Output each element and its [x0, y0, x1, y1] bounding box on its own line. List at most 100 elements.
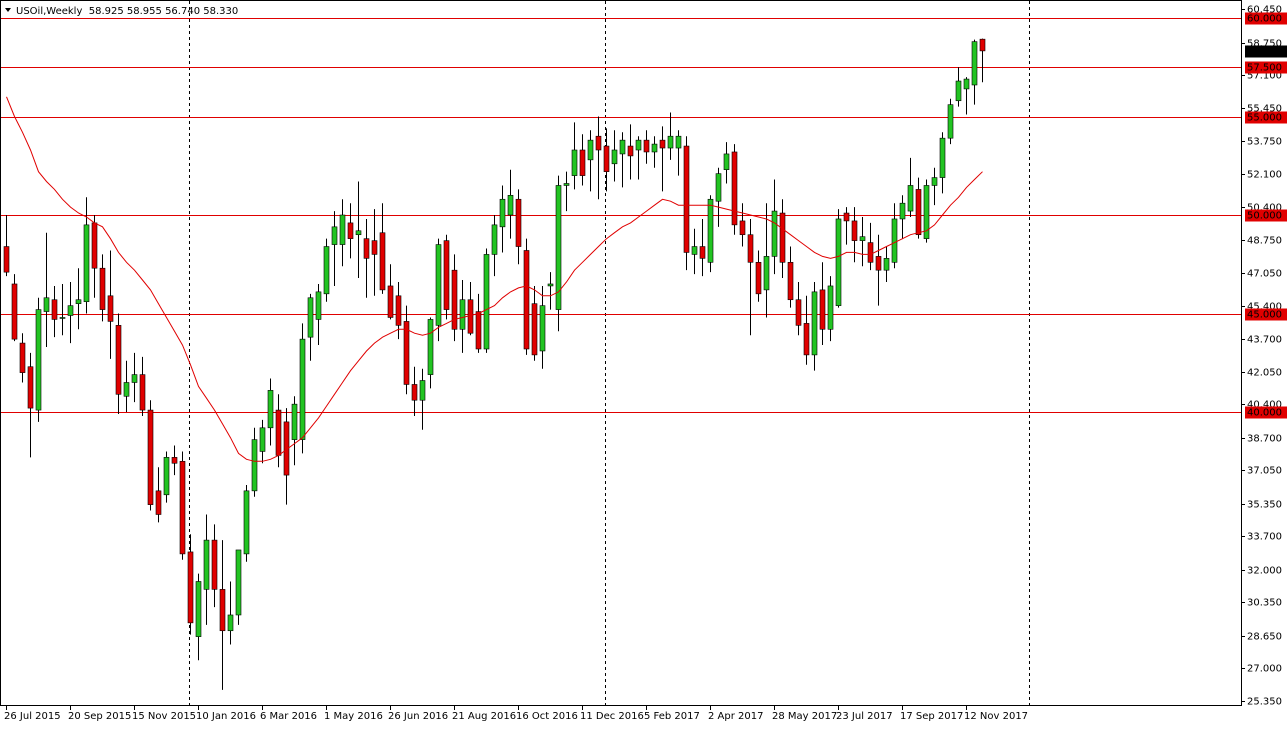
candle-body	[859, 236, 866, 241]
candle-body	[11, 283, 18, 340]
x-tick-label: 17 Sep 2017	[900, 711, 963, 722]
candle-body	[723, 153, 730, 170]
candle-body	[411, 384, 418, 401]
level-label: 50.000	[1247, 211, 1282, 222]
candle-body	[395, 295, 402, 326]
candle-body	[803, 323, 810, 356]
candle-body	[811, 291, 818, 356]
x-tick-label: 12 Nov 2017	[964, 711, 1028, 722]
candle-body	[683, 145, 690, 253]
x-tick-label: 5 Feb 2017	[644, 711, 700, 722]
candle-body	[387, 285, 394, 318]
x-tick-label: 26 Jul 2015	[4, 711, 61, 722]
candle-body	[611, 149, 618, 165]
candle-body	[603, 145, 610, 172]
candle-body	[947, 104, 954, 139]
y-tick-label: 27.000	[1247, 664, 1282, 675]
y-tick-label: 28.650	[1247, 632, 1282, 643]
candle-body	[35, 309, 42, 411]
candle-body	[771, 210, 778, 257]
y-tick-label: 50.400	[1247, 203, 1282, 214]
candle-body	[499, 198, 506, 228]
x-tick-label: 2 Apr 2017	[708, 711, 763, 722]
level-label-bg	[1245, 209, 1287, 222]
candle-body	[179, 460, 186, 555]
candle-body	[651, 143, 658, 153]
y-tick-label: 47.050	[1247, 269, 1282, 280]
candle-body	[851, 220, 858, 241]
candle-body	[163, 457, 170, 496]
x-tick-label: 28 May 2017	[772, 711, 837, 722]
candle-body	[355, 230, 362, 236]
last-price-bg	[1245, 45, 1287, 58]
candle-body	[867, 242, 874, 263]
x-tick-label: 20 Sep 2015	[68, 711, 131, 722]
candle-body	[555, 185, 562, 310]
candle-body	[579, 149, 586, 176]
menu-arrow	[5, 8, 11, 12]
candle-body	[491, 224, 498, 255]
candle-body	[523, 250, 530, 350]
candle-body	[667, 135, 674, 149]
candle-body	[739, 220, 746, 236]
x-tick-label: 1 May 2016	[324, 711, 383, 722]
candle-body	[915, 189, 922, 236]
candle-body	[315, 291, 322, 320]
candle-body	[43, 297, 50, 312]
candle-body	[627, 145, 634, 157]
candle-body	[907, 185, 914, 212]
candle-body	[595, 135, 602, 151]
candle-body	[427, 319, 434, 375]
candle-body	[203, 539, 210, 590]
y-tick-label: 30.350	[1247, 598, 1282, 609]
candle-body	[155, 490, 162, 515]
candle-body	[291, 403, 298, 440]
candle-body	[451, 269, 458, 330]
candle-body	[459, 299, 466, 330]
y-tick-label: 42.050	[1247, 368, 1282, 379]
candle-body	[899, 202, 906, 220]
x-tick-label: 15 Nov 2015	[132, 711, 196, 722]
candle-body	[227, 614, 234, 632]
candle-body	[571, 149, 578, 176]
candle-body	[763, 256, 770, 291]
x-tick-label: 11 Dec 2016	[580, 711, 644, 722]
candle-body	[747, 234, 754, 263]
candle-body	[323, 246, 330, 295]
moving-average	[6, 96, 983, 462]
candle-body	[787, 261, 794, 301]
y-tick-label: 48.750	[1247, 236, 1282, 247]
candle-body	[235, 549, 242, 616]
chart-title: USOil,Weekly 58.925 58.955 56.740 58.330	[16, 6, 238, 17]
candle-body	[443, 240, 450, 310]
candle-body	[475, 311, 482, 350]
candle-body	[371, 240, 378, 255]
candle-body	[659, 139, 666, 149]
x-tick-label: 26 Jun 2016	[388, 711, 448, 722]
candle-body	[131, 374, 138, 383]
candle-body	[923, 185, 930, 239]
candle-body	[467, 299, 474, 334]
candle-body	[171, 457, 178, 464]
candle-body	[251, 439, 258, 492]
candle-body	[979, 38, 986, 52]
candle-body	[419, 380, 426, 401]
y-tick-label: 35.350	[1247, 500, 1282, 511]
candle-body	[691, 246, 698, 255]
x-tick-label: 10 Jan 2016	[196, 711, 256, 722]
y-tick-label: 57.100	[1247, 71, 1282, 82]
level-label-bg	[1245, 61, 1287, 74]
candle-body	[299, 338, 306, 440]
candle-body	[883, 258, 890, 271]
candle-body	[139, 374, 146, 411]
y-tick-label: 53.750	[1247, 137, 1282, 148]
candle-body	[307, 297, 314, 338]
candle-body	[955, 80, 962, 102]
candle-body	[963, 78, 970, 90]
candle-body	[707, 198, 714, 263]
candle-body	[779, 212, 786, 263]
candle-body	[379, 232, 386, 291]
x-tick-label: 6 Mar 2016	[260, 711, 317, 722]
candle-body	[51, 299, 58, 320]
